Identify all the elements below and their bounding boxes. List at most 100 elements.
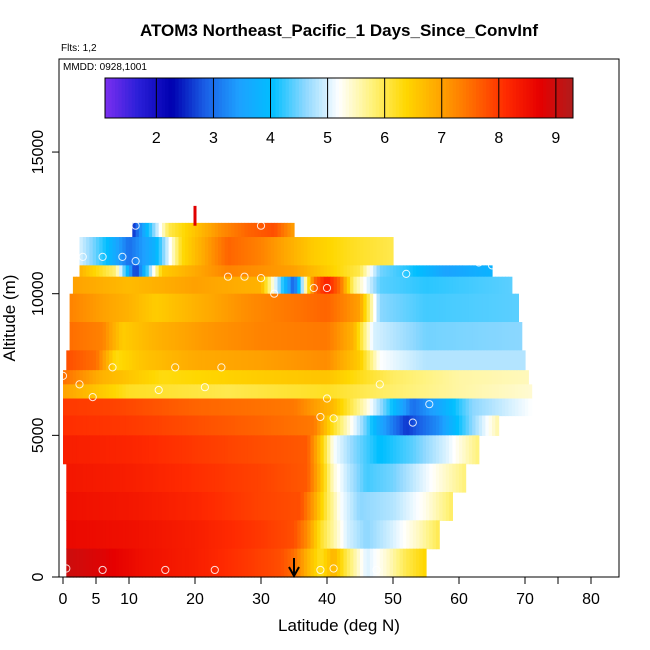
- heatmap-cell: [472, 276, 477, 295]
- heatmap-cell: [244, 265, 249, 278]
- heatmap-cell: [96, 520, 100, 550]
- heatmap-cell: [221, 520, 226, 550]
- heatmap-cell: [389, 293, 394, 323]
- heatmap-cell: [191, 222, 196, 238]
- heatmap-cell: [122, 265, 127, 278]
- heatmap-cell: [208, 463, 213, 493]
- heatmap-cell: [125, 237, 130, 266]
- heatmap-cell: [525, 384, 529, 400]
- heatmap-cell: [138, 350, 143, 371]
- heatmap-cell: [122, 415, 127, 436]
- heatmap-cell: [158, 370, 163, 385]
- heatmap-cell: [416, 435, 420, 465]
- heatmap-cell: [498, 384, 503, 400]
- colorbar-segment: [506, 78, 510, 118]
- heatmap-cell: [267, 350, 272, 371]
- heatmap-cell: [244, 415, 249, 436]
- heatmap-cell: [366, 492, 371, 521]
- heatmap-cell: [445, 370, 450, 385]
- heatmap-cell: [445, 492, 450, 521]
- heatmap-cell: [313, 415, 318, 436]
- heatmap-cell: [366, 350, 371, 371]
- heatmap-cell: [158, 222, 163, 238]
- heatmap-cell: [72, 384, 77, 400]
- heatmap-cell: [244, 237, 249, 266]
- heatmap-cell: [468, 370, 473, 385]
- heatmap-cell: [442, 492, 447, 521]
- heatmap-cell: [360, 384, 364, 400]
- heatmap-cell: [267, 492, 272, 521]
- heatmap-cell: [274, 293, 279, 323]
- heatmap-cell: [148, 222, 153, 238]
- heatmap-cell: [280, 463, 285, 493]
- heatmap-cell: [267, 520, 272, 550]
- heatmap-cell: [472, 384, 477, 400]
- heatmap-cell: [412, 548, 417, 578]
- heatmap-cell: [274, 222, 279, 238]
- heatmap-cell: [518, 384, 523, 400]
- colorbar-segment: [349, 78, 353, 118]
- heatmap-cell: [82, 435, 87, 465]
- colorbar-segment: [492, 78, 497, 118]
- heatmap-cell: [366, 237, 371, 266]
- sample-point: [154, 385, 163, 395]
- heatmap-cell: [383, 384, 387, 400]
- heatmap-cell: [399, 384, 404, 400]
- heatmap-cell: [132, 384, 137, 400]
- flight-markers: [193, 205, 300, 579]
- heatmap-cell: [76, 548, 81, 578]
- heatmap-cell: [105, 520, 110, 550]
- colorbar-segment: [312, 78, 317, 118]
- heatmap-cell: [267, 435, 272, 465]
- heatmap-cell: [125, 370, 130, 385]
- heatmap-cell: [264, 520, 269, 550]
- heatmap-cell: [402, 415, 407, 436]
- colorbar-segment: [399, 78, 404, 118]
- heatmap-cell: [317, 237, 321, 266]
- heatmap-cell: [76, 370, 81, 385]
- x-tick-label: 30: [252, 591, 270, 608]
- heatmap-cell: [204, 435, 209, 465]
- heatmap-cell: [142, 548, 147, 578]
- heatmap-cell: [356, 350, 361, 371]
- heatmap-cell: [330, 265, 335, 278]
- heatmap-cell: [386, 350, 391, 371]
- heatmap-cell: [195, 520, 199, 550]
- heatmap-cell: [257, 384, 262, 400]
- heatmap-cell: [383, 350, 387, 371]
- heatmap-cell: [369, 548, 374, 578]
- heatmap-cell: [224, 398, 229, 417]
- heatmap-cell: [135, 265, 140, 278]
- heatmap-cell: [353, 520, 358, 550]
- heatmap-cell: [462, 398, 467, 417]
- heatmap-cell: [422, 463, 427, 493]
- heatmap-cell: [409, 265, 414, 278]
- heatmap-cell: [369, 520, 374, 550]
- heatmap-cell: [386, 435, 391, 465]
- heatmap-cell: [221, 322, 226, 351]
- heatmap-cell: [307, 520, 312, 550]
- heatmap-cell: [185, 398, 189, 417]
- heatmap-cell: [234, 350, 239, 371]
- heatmap-cell: [330, 398, 335, 417]
- heatmap-cell: [468, 398, 473, 417]
- heatmap-cell: [155, 265, 160, 278]
- heatmap-cell: [241, 350, 246, 371]
- colorbar-segment: [151, 78, 156, 118]
- heatmap-cell: [495, 276, 500, 295]
- heatmap-cell: [287, 398, 292, 417]
- heatmap-cell: [369, 265, 374, 278]
- heatmap-cell: [294, 276, 298, 295]
- heatmap-cell: [148, 350, 153, 371]
- heatmap-cell: [508, 370, 513, 385]
- heatmap-cell: [228, 350, 232, 371]
- colorbar-segment: [549, 78, 554, 118]
- heatmap-cell: [449, 293, 453, 323]
- heatmap-cell: [277, 548, 282, 578]
- heatmap-cell: [234, 520, 239, 550]
- heatmap-cell: [155, 520, 160, 550]
- heatmap-cell: [432, 435, 437, 465]
- heatmap-cell: [475, 415, 480, 436]
- colorbar-segment: [339, 78, 343, 118]
- heatmap-cell: [353, 548, 358, 578]
